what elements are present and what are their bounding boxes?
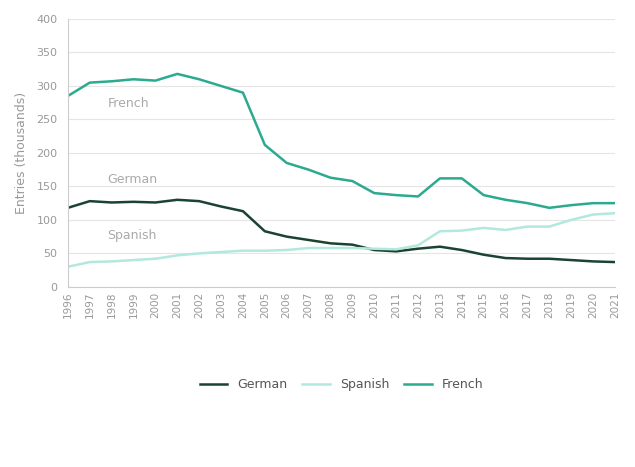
French bbox=[173, 71, 181, 77]
Text: German: German bbox=[107, 173, 157, 186]
Text: Spanish: Spanish bbox=[107, 229, 157, 241]
German bbox=[370, 247, 378, 253]
German bbox=[568, 257, 575, 263]
French bbox=[568, 202, 575, 208]
German bbox=[173, 197, 181, 203]
German bbox=[458, 247, 465, 253]
German bbox=[283, 234, 291, 240]
Spanish bbox=[239, 248, 247, 254]
German bbox=[436, 244, 444, 249]
Spanish bbox=[305, 245, 312, 251]
Line: German: German bbox=[68, 200, 615, 262]
Spanish bbox=[545, 224, 553, 229]
French bbox=[502, 197, 509, 203]
Spanish bbox=[86, 259, 93, 265]
German bbox=[239, 208, 247, 214]
French bbox=[414, 194, 422, 199]
Spanish bbox=[217, 249, 225, 255]
French bbox=[326, 175, 334, 181]
Spanish bbox=[130, 257, 137, 263]
French bbox=[545, 205, 553, 211]
French bbox=[612, 200, 619, 206]
German bbox=[589, 259, 597, 264]
Spanish bbox=[480, 225, 488, 231]
Spanish bbox=[152, 256, 159, 262]
Spanish bbox=[196, 251, 203, 256]
German bbox=[108, 200, 116, 205]
Spanish bbox=[524, 224, 531, 229]
Spanish bbox=[173, 253, 181, 258]
Spanish bbox=[392, 247, 400, 252]
French bbox=[524, 200, 531, 206]
French bbox=[130, 77, 137, 82]
German bbox=[217, 204, 225, 209]
French bbox=[305, 167, 312, 172]
German bbox=[414, 246, 422, 252]
Spanish bbox=[108, 259, 116, 264]
French bbox=[349, 178, 356, 184]
French bbox=[480, 192, 488, 198]
German bbox=[326, 241, 334, 246]
Spanish bbox=[64, 264, 72, 269]
French bbox=[152, 78, 159, 84]
German bbox=[130, 199, 137, 205]
French bbox=[239, 90, 247, 95]
French bbox=[436, 176, 444, 181]
Spanish bbox=[502, 227, 509, 233]
German bbox=[524, 256, 531, 262]
Spanish bbox=[370, 246, 378, 252]
German bbox=[196, 198, 203, 204]
Text: French: French bbox=[107, 98, 149, 110]
French bbox=[108, 78, 116, 84]
German bbox=[86, 198, 93, 204]
German bbox=[502, 255, 509, 261]
French bbox=[196, 77, 203, 82]
German bbox=[392, 248, 400, 254]
French bbox=[261, 142, 269, 148]
French bbox=[283, 160, 291, 166]
German bbox=[349, 242, 356, 248]
French bbox=[370, 190, 378, 196]
Y-axis label: Entries (thousands): Entries (thousands) bbox=[15, 92, 28, 214]
German bbox=[152, 200, 159, 205]
Spanish bbox=[283, 247, 291, 253]
Spanish bbox=[568, 217, 575, 223]
Spanish bbox=[261, 248, 269, 254]
German bbox=[305, 237, 312, 243]
French bbox=[64, 93, 72, 99]
Line: Spanish: Spanish bbox=[68, 213, 615, 267]
Spanish bbox=[589, 212, 597, 217]
French bbox=[392, 192, 400, 198]
German bbox=[64, 205, 72, 211]
Spanish bbox=[612, 211, 619, 216]
Spanish bbox=[326, 245, 334, 251]
French bbox=[589, 200, 597, 206]
French bbox=[217, 83, 225, 89]
German bbox=[480, 252, 488, 257]
Spanish bbox=[436, 228, 444, 234]
Spanish bbox=[349, 245, 356, 251]
Line: French: French bbox=[68, 74, 615, 208]
German bbox=[612, 259, 619, 265]
French bbox=[86, 80, 93, 85]
German bbox=[261, 228, 269, 234]
Legend: German, Spanish, French: German, Spanish, French bbox=[194, 374, 488, 396]
Spanish bbox=[458, 228, 465, 234]
German bbox=[545, 256, 553, 262]
French bbox=[458, 176, 465, 181]
Spanish bbox=[414, 242, 422, 248]
